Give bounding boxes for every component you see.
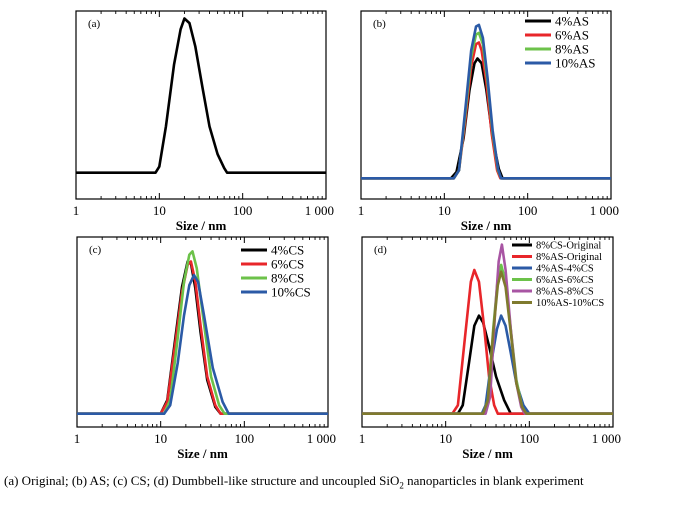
legend-label: 4%AS-4%CS xyxy=(536,264,594,275)
series-line-6 xyxy=(362,270,613,415)
x-tick-label: 10 xyxy=(154,431,167,446)
panel-label: (b) xyxy=(373,18,386,30)
caption-text-tail: nanoparticles in blank experiment xyxy=(403,473,584,488)
x-tick-label: 10 xyxy=(439,431,452,446)
x-tick-label: 1 000 xyxy=(592,431,621,446)
caption-subscript: 2 xyxy=(399,480,404,491)
x-tick-label: 1 xyxy=(74,431,81,446)
panel-label: (a) xyxy=(88,18,101,30)
x-tick-label: 1 000 xyxy=(305,203,334,218)
legend-label: 4%CS xyxy=(271,243,304,258)
series-line-1 xyxy=(76,17,326,174)
x-axis-title: Size / nm xyxy=(462,446,513,461)
plot-frame xyxy=(75,10,327,200)
legend-label: 10%CS xyxy=(271,285,311,300)
legend-label: 4%AS xyxy=(555,14,589,29)
chart-panel-1: 1 10 100 1 000 Size / nm (a) xyxy=(73,10,334,233)
plot-frame xyxy=(360,10,612,200)
legend-label: 8%AS-Original xyxy=(536,252,602,263)
x-tick-label: 1 xyxy=(358,203,365,218)
series-line-4 xyxy=(361,23,611,180)
panel-label: (d) xyxy=(374,244,387,256)
series-line-1 xyxy=(362,314,613,415)
x-axis-title: Size / nm xyxy=(177,446,228,461)
panel-label: (c) xyxy=(89,244,102,256)
series-line-4 xyxy=(77,273,328,415)
x-tick-label: 10 xyxy=(438,203,451,218)
legend-label: 10%AS xyxy=(555,56,595,71)
x-tick-label: 10 xyxy=(153,203,166,218)
series-line-2 xyxy=(77,260,328,415)
x-axis-title: Size / nm xyxy=(176,218,227,233)
legend-label: 6%CS xyxy=(271,257,304,272)
legend-label: 8%CS xyxy=(271,271,304,286)
x-tick-label: 100 xyxy=(520,431,540,446)
x-tick-label: 1 xyxy=(73,203,80,218)
x-tick-label: 1 xyxy=(359,431,366,446)
x-tick-label: 1 000 xyxy=(590,203,619,218)
x-tick-label: 100 xyxy=(235,431,255,446)
plot-frame xyxy=(361,236,614,428)
legend-label: 8%AS-8%CS xyxy=(536,287,594,298)
plot-frame xyxy=(76,236,329,428)
x-tick-label: 100 xyxy=(518,203,538,218)
legend-label: 8%CS-Original xyxy=(536,241,601,252)
series-line-2 xyxy=(362,268,613,415)
x-tick-label: 1 000 xyxy=(307,431,336,446)
legend-label: 8%AS xyxy=(555,42,589,57)
x-tick-label: 100 xyxy=(233,203,253,218)
legend-label: 6%AS xyxy=(555,28,589,43)
legend-label: 6%AS-6%CS xyxy=(536,275,594,286)
x-axis-title: Size / nm xyxy=(461,218,512,233)
legend-label: 10%AS-10%CS xyxy=(536,298,604,309)
figure-caption: (a) Original; (b) AS; (c) CS; (d) Dumbbe… xyxy=(4,473,700,491)
caption-text: (a) Original; (b) AS; (c) CS; (d) Dumbbe… xyxy=(4,473,400,488)
